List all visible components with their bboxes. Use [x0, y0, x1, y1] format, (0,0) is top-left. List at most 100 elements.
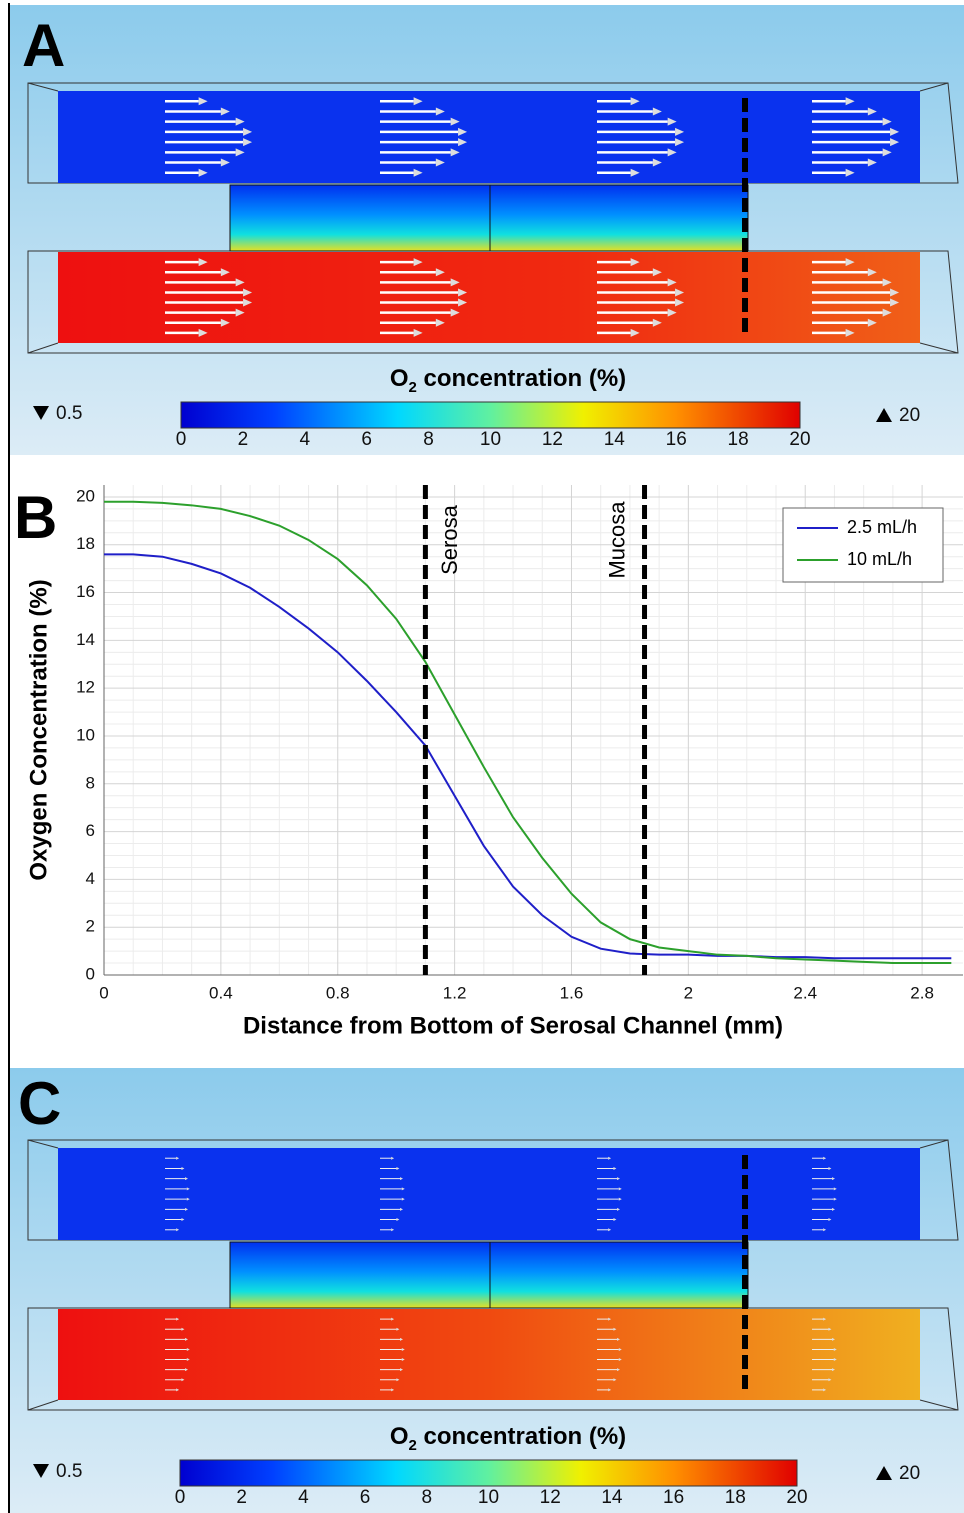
colorbar-tick-label: 10: [478, 1487, 499, 1508]
arrow-head: [396, 1378, 400, 1382]
arrow-head: [630, 168, 640, 177]
arrow-head: [890, 127, 900, 136]
arrow-head: [608, 1388, 612, 1392]
arrow-head: [413, 258, 423, 267]
title-subscript: 2: [408, 379, 416, 396]
colorbar-tick-label: 20: [789, 429, 810, 450]
title-base: O: [390, 1423, 409, 1450]
arrow-head: [186, 1197, 190, 1201]
arrow-head: [652, 107, 662, 116]
arrow-head: [652, 318, 662, 327]
min-marker: [33, 406, 49, 420]
colorbar-tick-label: 0: [176, 429, 187, 450]
arrow-head: [400, 1177, 403, 1181]
arrow-head: [823, 1228, 827, 1232]
arrow-head: [867, 318, 877, 327]
arrow-head: [613, 1166, 617, 1170]
x-tick-label: 2.4: [793, 983, 817, 1002]
arrow-head: [185, 1337, 188, 1341]
x-tick-label: 2.8: [910, 983, 934, 1002]
arrow-head: [176, 1156, 180, 1160]
arrow-head: [652, 268, 662, 277]
colorbar-tick-label: 18: [725, 1487, 746, 1508]
arrow-head: [176, 1388, 180, 1392]
arrow-head: [675, 127, 685, 136]
annotation-label: Mucosa: [604, 501, 629, 579]
arrow-head: [413, 168, 423, 177]
title-subscript: 2: [408, 1437, 416, 1454]
max-label: 20: [899, 1463, 920, 1484]
arrow-head: [882, 308, 892, 317]
arrow-head: [630, 97, 640, 106]
colorbar-tick-label: 14: [604, 429, 626, 450]
arrow-head: [413, 328, 423, 337]
arrow-head: [675, 138, 685, 147]
y-tick-label: 2: [86, 917, 95, 936]
x-tick-label: 2: [684, 983, 693, 1002]
arrow-head: [220, 268, 230, 277]
colorbar-tick-label: 18: [728, 429, 749, 450]
max-label: 20: [899, 405, 920, 426]
arrow-head: [617, 1337, 620, 1341]
x-tick-label: 1.2: [443, 983, 467, 1002]
arrow-head: [401, 1347, 405, 1351]
x-tick-label: 0.4: [209, 983, 233, 1002]
arrow-head: [675, 298, 685, 307]
arrow-head: [890, 298, 900, 307]
arrow-head: [435, 158, 445, 167]
arrow-head: [458, 127, 468, 136]
arrow-head: [828, 1166, 832, 1170]
series-line: [104, 553, 952, 960]
min-marker: [33, 1464, 49, 1478]
arrow-head: [828, 1378, 832, 1382]
arrow-head: [198, 328, 208, 337]
arrow-head: [458, 138, 468, 147]
arrow-head: [613, 1378, 617, 1382]
arrow-head: [396, 1166, 400, 1170]
y-tick-label: 0: [86, 964, 95, 983]
arrow-head: [235, 148, 245, 157]
arrow-head: [823, 1317, 827, 1321]
legend-label: 2.5 mL/h: [847, 517, 917, 537]
arrow-head: [400, 1207, 403, 1211]
arrow-head: [833, 1197, 837, 1201]
arrow-head: [401, 1358, 405, 1362]
figure-border: [8, 3, 10, 1513]
arrow-head: [833, 1358, 837, 1362]
y-tick-label: 12: [76, 678, 95, 697]
arrow-head: [608, 1156, 612, 1160]
arrow-head: [618, 1187, 622, 1191]
arrow-head: [608, 1228, 612, 1232]
arrow-head: [401, 1197, 405, 1201]
arrow-head: [220, 158, 230, 167]
colorbar-tick-label: 8: [422, 1487, 433, 1508]
arrow-head: [435, 268, 445, 277]
arrow-head: [235, 117, 245, 126]
arrow-head: [828, 1327, 832, 1331]
arrow-head: [181, 1166, 185, 1170]
arrow-head: [890, 288, 900, 297]
y-tick-label: 8: [86, 773, 95, 792]
y-tick-label: 16: [76, 582, 95, 601]
colorbar-tick-label: 6: [361, 429, 372, 450]
y-tick-label: 10: [76, 725, 95, 744]
arrow-head: [243, 298, 253, 307]
arrow-head: [401, 1187, 405, 1191]
arrow-head: [235, 308, 245, 317]
arrow-head: [458, 298, 468, 307]
arrow-head: [618, 1197, 622, 1201]
arrow-head: [176, 1228, 180, 1232]
channel-outline: [27, 82, 959, 184]
membrane: [229, 184, 749, 252]
arrow-head: [613, 1218, 617, 1222]
arrow-head: [667, 117, 677, 126]
colorbar-tick-label: 20: [786, 1487, 807, 1508]
top-channel: [58, 1148, 920, 1240]
colorbar-tick-label: 16: [663, 1487, 684, 1508]
arrow-head: [845, 258, 855, 267]
colorbar-tick-label: 14: [601, 1487, 623, 1508]
title-base: O: [390, 365, 409, 392]
arrow-head: [845, 328, 855, 337]
arrow-head: [882, 148, 892, 157]
